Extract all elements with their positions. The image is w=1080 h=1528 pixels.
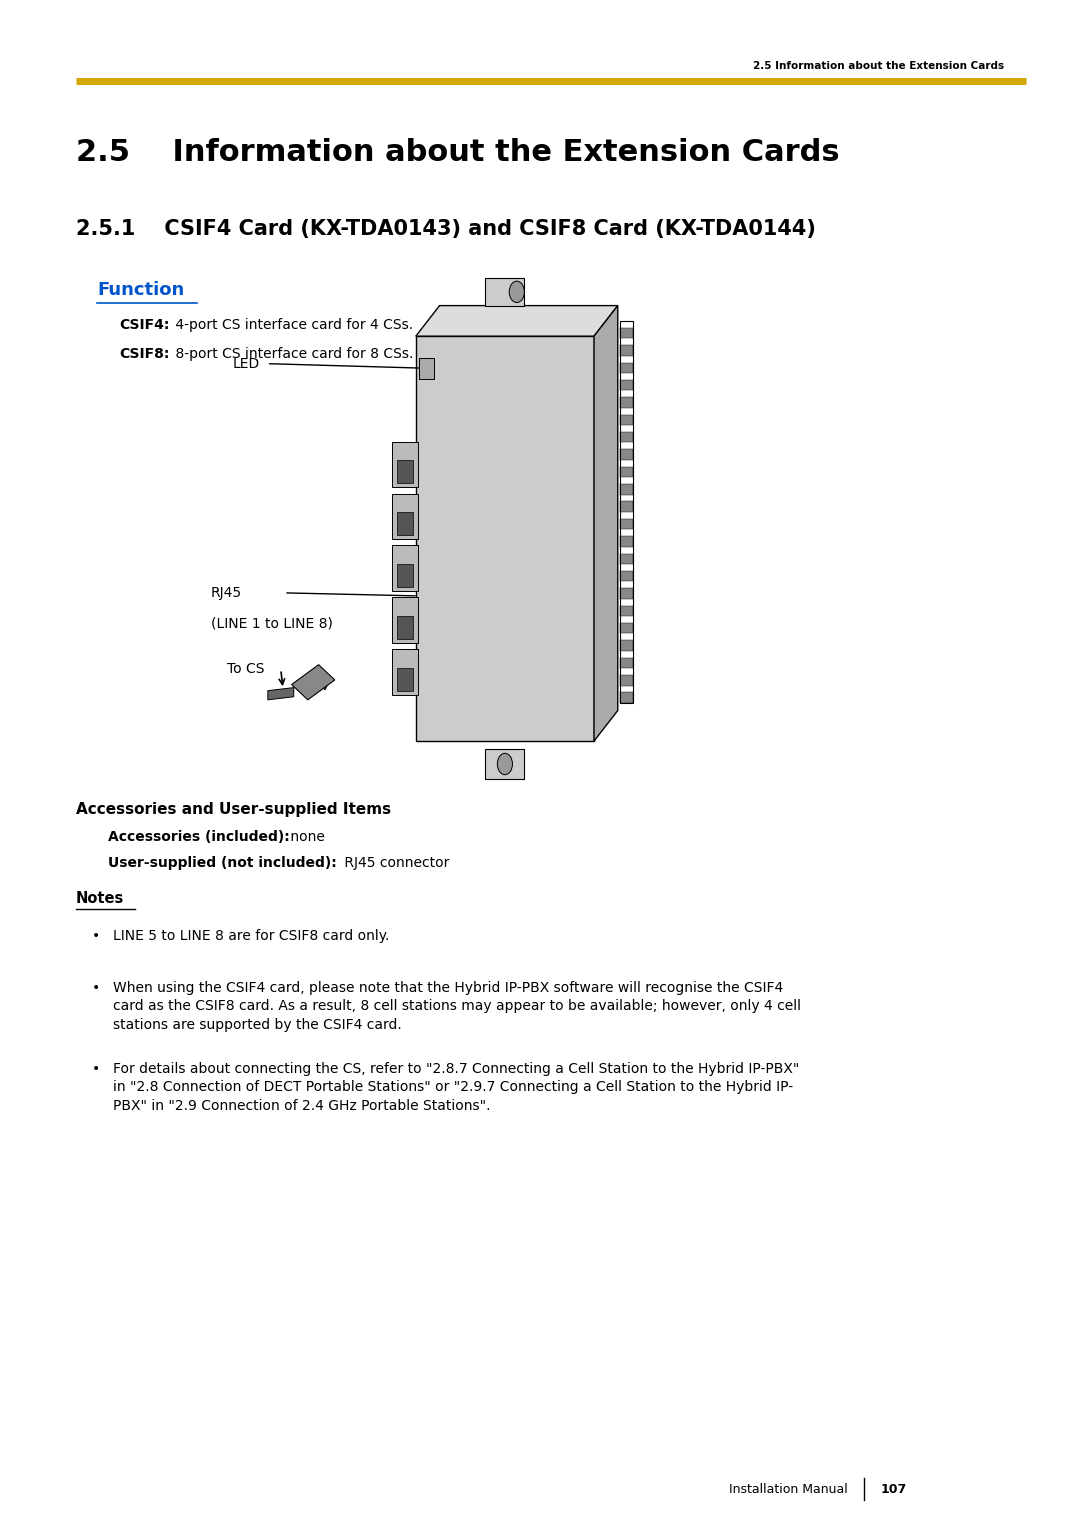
Bar [620,623,633,634]
Text: 2.5.1    CSIF4 Card (KX-TDA0143) and CSIF8 Card (KX-TDA0144): 2.5.1 CSIF4 Card (KX-TDA0143) and CSIF8 … [76,219,815,240]
Bar [392,494,418,539]
Text: User-supplied (not included):: User-supplied (not included): [108,856,337,871]
Bar [620,484,633,495]
Bar [620,692,633,703]
Bar [620,553,633,564]
Circle shape [510,281,525,303]
Text: •: • [92,1062,100,1076]
Bar [620,329,633,338]
Text: (LINE 1 to LINE 8): (LINE 1 to LINE 8) [211,616,333,631]
Text: •: • [92,981,100,995]
Bar [620,605,633,616]
Bar [620,657,633,668]
Circle shape [497,753,513,775]
Bar [620,432,633,443]
Text: •: • [92,929,100,943]
Bar [419,358,434,379]
Bar [620,588,633,599]
Bar [620,449,633,460]
Text: 8-port CS interface card for 8 CSs.: 8-port CS interface card for 8 CSs. [171,347,413,362]
Bar [397,668,413,691]
Bar [397,512,413,535]
Bar [397,460,413,483]
Bar [397,616,413,639]
Bar [620,520,633,529]
Text: 2.5 Information about the Extension Cards: 2.5 Information about the Extension Card… [753,61,1004,70]
Polygon shape [594,306,618,741]
Text: Installation Manual: Installation Manual [729,1484,848,1496]
Text: Function: Function [97,281,185,299]
Bar [620,571,633,581]
Bar [620,640,633,651]
Text: LED: LED [232,356,259,371]
Text: When using the CSIF4 card, please note that the Hybrid IP-PBX software will reco: When using the CSIF4 card, please note t… [113,981,801,1031]
Bar [392,597,418,643]
Bar [620,362,633,373]
Bar [620,321,633,703]
Bar [620,397,633,408]
Text: For details about connecting the CS, refer to "2.8.7 Connecting a Cell Station t: For details about connecting the CS, ref… [113,1062,800,1112]
Text: CSIF8:: CSIF8: [119,347,170,362]
Text: CSIF4:: CSIF4: [119,318,170,333]
Text: Accessories and User-supplied Items: Accessories and User-supplied Items [76,802,391,817]
Text: Notes: Notes [76,891,124,906]
Text: RJ45: RJ45 [211,585,242,601]
Bar [620,380,633,390]
Polygon shape [268,688,294,700]
Polygon shape [292,665,335,700]
Text: LINE 5 to LINE 8 are for CSIF8 card only.: LINE 5 to LINE 8 are for CSIF8 card only… [113,929,390,943]
Bar [620,536,633,547]
Text: To CS: To CS [227,662,265,677]
Bar [620,414,633,425]
Text: RJ45 connector: RJ45 connector [340,856,449,871]
Bar [486,278,525,306]
Text: 4-port CS interface card for 4 CSs.: 4-port CS interface card for 4 CSs. [171,318,413,333]
Bar [620,675,633,686]
Bar [620,501,633,512]
Text: 2.5    Information about the Extension Cards: 2.5 Information about the Extension Card… [76,139,839,167]
Text: 107: 107 [880,1484,906,1496]
Bar [397,564,413,587]
Bar [486,749,525,779]
Polygon shape [416,306,618,336]
Text: none: none [286,830,325,845]
Bar [620,466,633,477]
Bar [392,442,418,487]
Bar [620,345,633,356]
Bar [392,545,418,591]
Polygon shape [416,336,594,741]
Text: Accessories (included):: Accessories (included): [108,830,289,845]
Bar [392,649,418,695]
